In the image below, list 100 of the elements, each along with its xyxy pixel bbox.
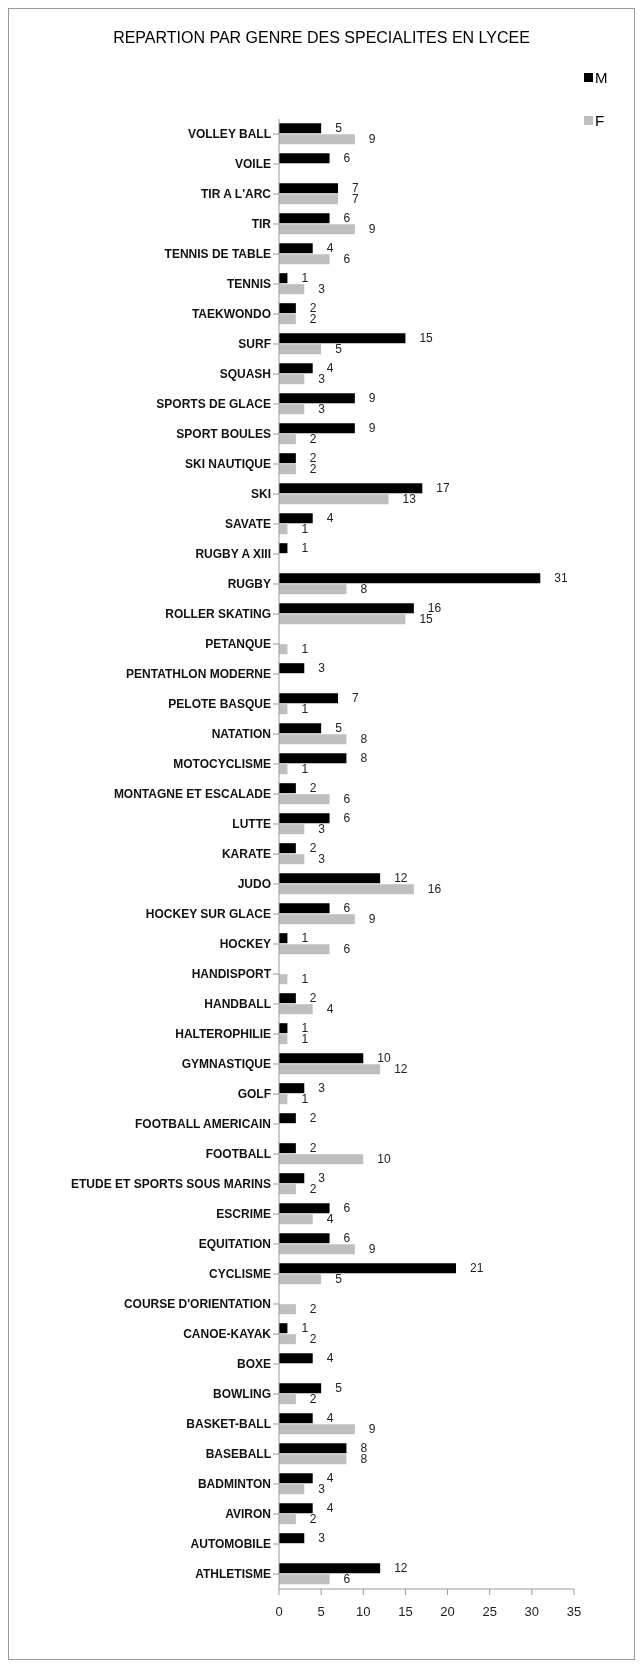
data-label: 4	[326, 241, 334, 256]
data-label: 2	[309, 991, 317, 1006]
data-label: 12	[394, 1561, 408, 1576]
bar	[279, 1454, 347, 1465]
bar	[279, 513, 313, 524]
bar	[279, 843, 296, 854]
data-label: 4	[326, 1471, 334, 1486]
data-label: 6	[343, 942, 351, 957]
data-label: 2	[309, 841, 317, 856]
bar	[279, 753, 347, 764]
y-tick-label: HANDBALL	[204, 997, 271, 1012]
y-tick-label: HANDISPORT	[191, 967, 272, 982]
y-tick-label: BASEBALL	[205, 1447, 271, 1462]
bar	[279, 813, 330, 824]
bar	[279, 453, 296, 464]
data-label: 1	[301, 1321, 309, 1336]
bar	[279, 303, 296, 314]
bar	[279, 254, 330, 265]
data-label: 9	[368, 1242, 376, 1257]
data-label: 3	[318, 1171, 326, 1186]
data-label: 3	[318, 1482, 326, 1497]
bar	[279, 794, 330, 805]
data-label: 10	[377, 1051, 391, 1066]
bar	[279, 944, 330, 955]
y-tick-label: ATHLETISME	[195, 1567, 271, 1582]
data-label: 2	[309, 1182, 317, 1197]
bar	[279, 404, 305, 415]
y-tick-label: ESCRIME	[216, 1207, 271, 1222]
bar	[279, 213, 330, 224]
data-label: 1	[301, 642, 309, 657]
y-tick-label: FOOTBALL	[205, 1147, 271, 1162]
y-tick-label: PENTATHLON MODERNE	[126, 667, 271, 682]
data-label: 2	[309, 1141, 317, 1156]
bar	[279, 1233, 330, 1244]
bar	[279, 734, 347, 745]
bar	[279, 1473, 313, 1484]
data-label: 6	[343, 1572, 351, 1587]
bar	[279, 1203, 330, 1214]
data-label: 2	[309, 1512, 317, 1527]
y-tick-label: TENNIS	[226, 277, 271, 292]
data-label: 4	[326, 1351, 334, 1366]
bar	[279, 824, 305, 835]
y-tick-label: MOTOCYCLISME	[173, 757, 271, 772]
y-tick-label: AVIRON	[225, 1507, 271, 1522]
data-label: 9	[368, 912, 376, 927]
x-tick-label: 15	[398, 1604, 413, 1620]
y-tick-label: MONTAGNE ET ESCALADE	[113, 787, 271, 802]
y-tick-label: HOCKEY	[219, 937, 271, 952]
bar	[279, 333, 406, 344]
bar	[279, 123, 322, 134]
data-label: 13	[402, 492, 417, 507]
data-label: 7	[352, 192, 359, 207]
bar	[279, 1514, 296, 1525]
bar	[279, 1113, 296, 1124]
bar	[279, 584, 347, 595]
data-label: 1	[301, 541, 309, 556]
bar	[279, 363, 313, 374]
data-label: 1	[301, 1032, 309, 1047]
y-tick-label: FOOTBALL AMERICAIN	[135, 1117, 271, 1132]
data-label: 1	[301, 931, 309, 946]
y-tick-label: TENNIS DE TABLE	[164, 247, 271, 262]
y-tick-label: PELOTE BASQUE	[168, 697, 271, 712]
data-label: 15	[419, 612, 434, 627]
bar	[279, 1394, 296, 1405]
bar	[279, 1184, 296, 1195]
data-label: 6	[343, 1201, 351, 1216]
y-tick-label: TAEKWONDO	[191, 307, 271, 322]
bar	[279, 434, 296, 445]
bar	[279, 663, 305, 674]
data-label: 1	[301, 271, 309, 286]
data-label: 6	[343, 151, 351, 166]
bar	[279, 1383, 322, 1394]
bar	[279, 783, 296, 794]
bar	[279, 134, 355, 145]
data-label: 8	[360, 582, 368, 597]
data-label: 2	[309, 1392, 317, 1407]
data-label: 2	[309, 1111, 317, 1126]
data-label: 3	[318, 1081, 326, 1096]
bar	[279, 1064, 381, 1075]
y-tick-label: CYCLISME	[208, 1267, 271, 1282]
y-tick-label: VOILE	[234, 157, 271, 172]
x-tick-label: 30	[524, 1604, 540, 1620]
y-tick-label: EQUITATION	[198, 1237, 271, 1252]
data-label: 31	[554, 571, 568, 586]
bar	[279, 1503, 313, 1514]
data-label: 5	[335, 121, 343, 136]
data-label: 8	[360, 751, 368, 766]
y-tick-label: KARATE	[221, 847, 271, 862]
y-tick-label: SQUASH	[219, 367, 271, 382]
data-label: 6	[343, 211, 351, 226]
data-label: 8	[360, 1452, 368, 1467]
bar	[279, 903, 330, 914]
data-label: 5	[335, 721, 343, 736]
data-label: 6	[343, 811, 351, 826]
y-tick-label: ROLLER SKATING	[165, 607, 271, 622]
bar	[279, 183, 338, 194]
data-label: 1	[301, 972, 309, 987]
bar	[279, 1083, 305, 1094]
data-label: 5	[335, 342, 343, 357]
y-tick-label: VOLLEY BALL	[187, 127, 271, 142]
